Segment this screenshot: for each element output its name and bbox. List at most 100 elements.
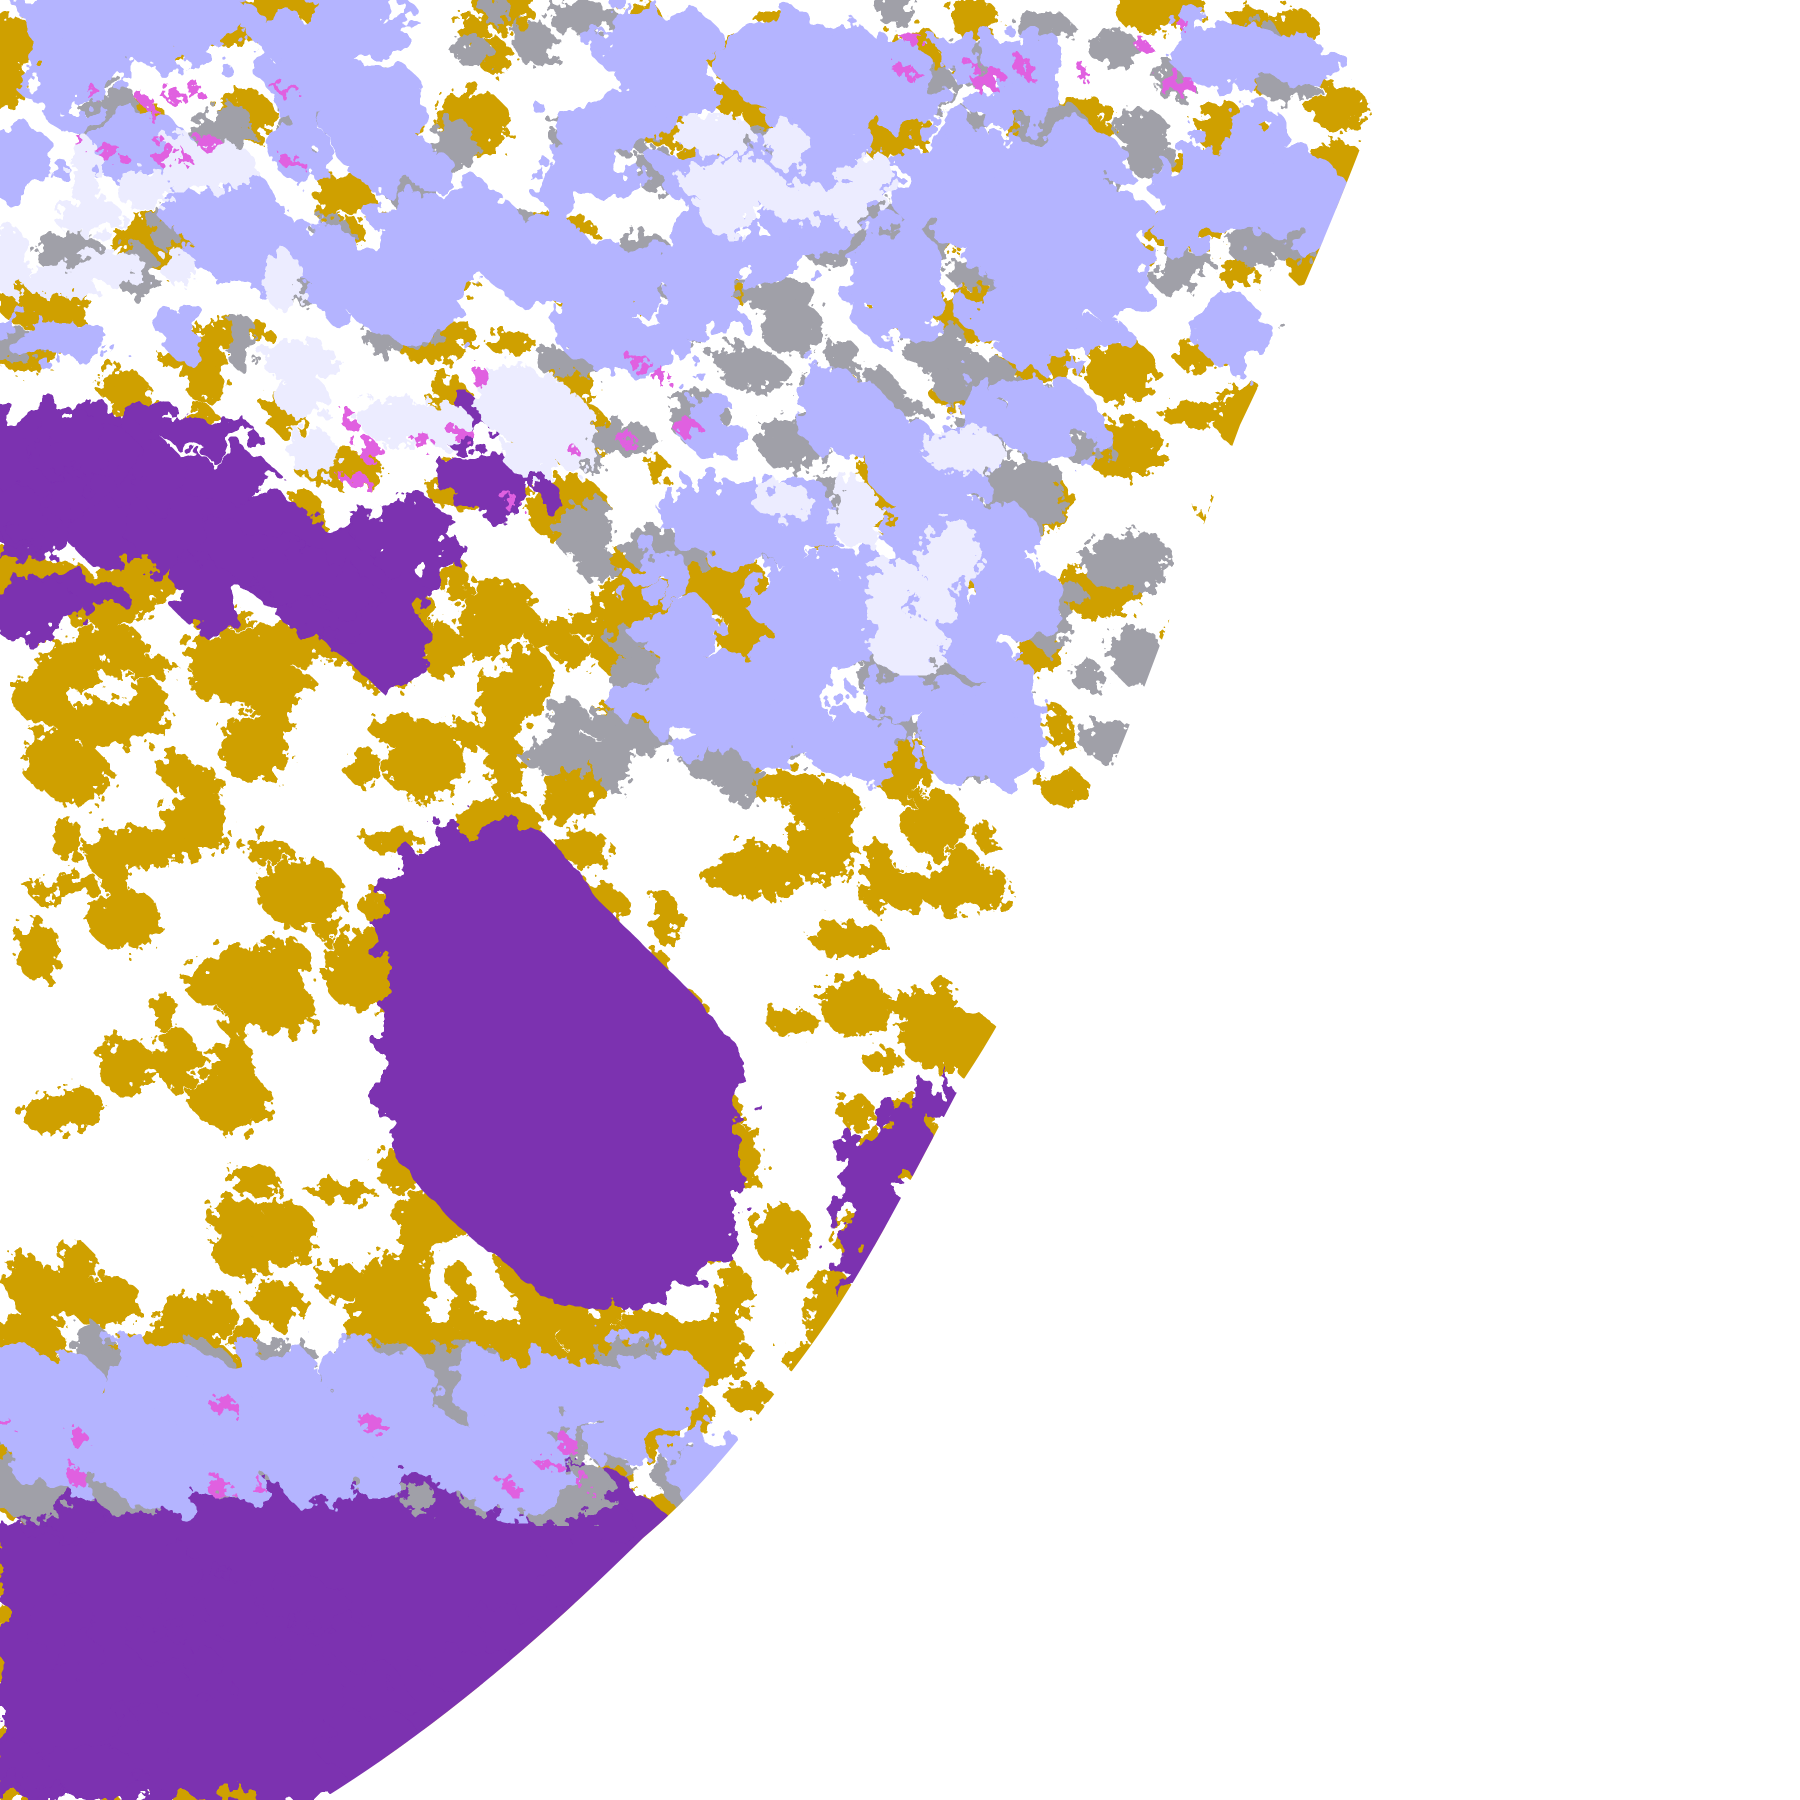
- deep-cloud-patch: [834, 475, 873, 532]
- clear-ocean-layer: [0, 389, 960, 1800]
- low-cloud-patch: [68, 1276, 142, 1327]
- overshooting-top-patch: [88, 85, 99, 102]
- low-cloud-patch: [29, 879, 61, 904]
- low-cloud-patch: [316, 882, 338, 946]
- high-cloud-patch: [576, 122, 630, 190]
- low-cloud-patch: [876, 1268, 907, 1328]
- low-cloud-patch: [243, 835, 290, 864]
- mid-cloud-patch: [1079, 720, 1142, 762]
- clear-ocean-patch: [134, 443, 186, 513]
- high-cloud-patch: [718, 15, 844, 109]
- high-cloud-patch: [253, 8, 314, 57]
- clear-ocean-region: [380, 821, 740, 1305]
- mid-cloud-patch: [903, 332, 959, 371]
- low-cloud-patch: [157, 752, 195, 788]
- high-cloud-patch: [975, 87, 1037, 132]
- deep-cloud-patch: [69, 137, 102, 205]
- mid-cloud-patch: [874, 0, 912, 28]
- overshooting-top-patch: [973, 73, 983, 91]
- low-cloud-patch: [787, 780, 861, 826]
- low-cloud-patch: [132, 1044, 209, 1078]
- low-cloud-patch: [670, 1500, 699, 1564]
- low-cloud-patch: [839, 1093, 873, 1130]
- mid-cloud-patch: [576, 547, 617, 583]
- overshooting-top-patch: [338, 412, 360, 428]
- mid-cloud-patch: [1285, 323, 1332, 374]
- low-cloud-patch: [651, 892, 681, 947]
- mid-cloud-patch: [399, 1482, 436, 1511]
- high-cloud-patch: [714, 519, 838, 567]
- low-cloud-patch: [1312, 413, 1344, 479]
- mid-cloud-patch: [595, 734, 629, 793]
- low-cloud-patch: [427, 721, 490, 749]
- high-cloud-patch: [1146, 165, 1262, 208]
- clear-ocean-patch: [161, 450, 277, 500]
- overshooting-top-patch: [359, 1417, 386, 1433]
- low-cloud-patch: [56, 873, 102, 895]
- low-cloud-patch: [855, 1347, 901, 1375]
- low-cloud-patch: [804, 1298, 895, 1358]
- overshooting-top-patch: [471, 366, 490, 388]
- overshooting-top-patch: [1074, 62, 1088, 80]
- deep-cloud-patch: [178, 141, 256, 190]
- low-cloud-patch: [37, 643, 78, 675]
- overshooting-top-patch: [1172, 76, 1196, 95]
- low-cloud-patch: [449, 1276, 477, 1346]
- low-cloud-patch: [370, 1770, 402, 1800]
- high-cloud-patch: [369, 66, 428, 166]
- mid-cloud-patch: [480, 0, 509, 27]
- deep-cloud-patch: [162, 250, 196, 286]
- overshooting-top-patch: [1177, 17, 1188, 29]
- clear-ocean-patch: [427, 1729, 484, 1800]
- low-cloud-patch: [646, 455, 670, 486]
- mid-cloud-patch: [1073, 659, 1104, 694]
- mid-cloud-patch: [720, 756, 759, 806]
- clear-ocean-patch: [324, 1615, 373, 1661]
- clear-ocean-patch: [152, 1543, 205, 1634]
- mid-cloud-patch: [1090, 28, 1139, 69]
- low-cloud-patch: [1275, 716, 1297, 775]
- overshooting-top-patch: [68, 1466, 84, 1488]
- overshooting-top-patch: [204, 1478, 233, 1496]
- low-cloud-patch: [780, 1344, 832, 1371]
- deep-cloud-layer: [0, 113, 1007, 676]
- low-cloud-patch: [20, 1095, 91, 1134]
- low-cloud-patch: [126, 678, 167, 742]
- high-cloud-patch: [680, 394, 743, 457]
- overshooting-top-patch: [578, 1471, 588, 1492]
- low-cloud-patch: [951, 1015, 999, 1064]
- high-cloud-patch: [1072, 225, 1152, 320]
- overshooting-top-patch: [616, 431, 636, 447]
- low-cloud-patch: [1379, 711, 1402, 769]
- clear-ocean-patch: [341, 1660, 405, 1718]
- high-cloud-patch: [1187, 30, 1303, 81]
- low-cloud-patch: [346, 749, 383, 788]
- overshooting-top-patch: [356, 439, 381, 462]
- mid-cloud-patch: [828, 337, 859, 379]
- mid-cloud-patch: [758, 301, 824, 354]
- overshooting-top-patch: [187, 78, 200, 101]
- overshooting-top-patch: [503, 494, 520, 511]
- high-cloud-patch: [554, 262, 634, 361]
- overshooting-top-patch: [1015, 56, 1033, 78]
- deep-cloud-patch: [71, 249, 147, 285]
- low-cloud-patch: [441, 556, 470, 603]
- overshooting-top-patch: [536, 1458, 562, 1471]
- low-cloud-patch: [362, 829, 426, 853]
- low-cloud-patch: [13, 667, 74, 724]
- low-cloud-patch: [1046, 707, 1073, 750]
- low-cloud-patch: [808, 802, 830, 830]
- overshooting-top-patch: [180, 151, 191, 170]
- mid-cloud-patch: [1080, 534, 1154, 589]
- overshooting-top-patch: [1134, 40, 1150, 50]
- high-cloud-patch: [850, 223, 944, 322]
- high-cloud-patch: [490, 1356, 594, 1424]
- high-cloud-patch: [274, 94, 321, 185]
- high-cloud-patch: [208, 1407, 325, 1476]
- low-cloud-patch: [330, 173, 376, 215]
- low-cloud-patch: [921, 866, 973, 913]
- overshooting-top-patch: [341, 471, 369, 488]
- low-cloud-patch: [217, 627, 296, 680]
- high-cloud-patch: [821, 546, 869, 636]
- overshooting-top-patch: [73, 136, 84, 146]
